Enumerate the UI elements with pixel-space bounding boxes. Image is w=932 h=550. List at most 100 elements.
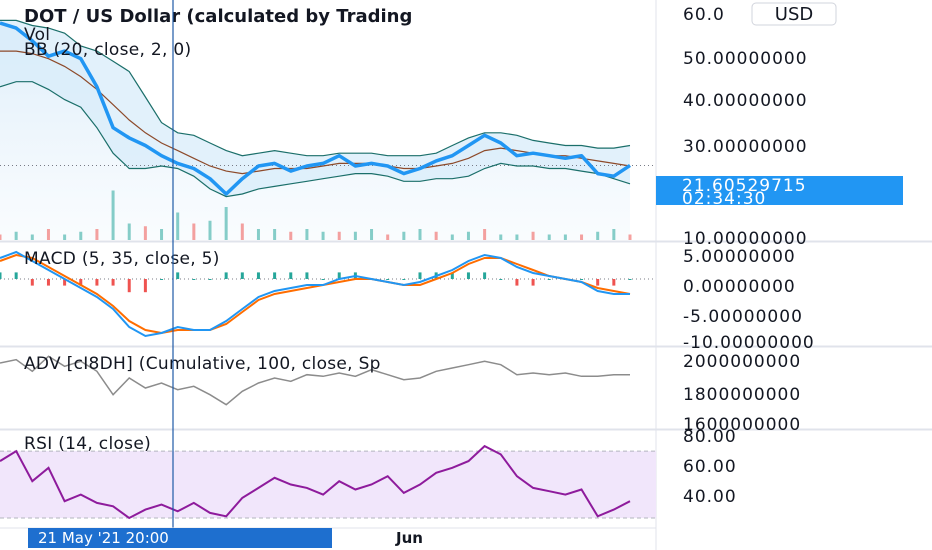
macd-histogram-bar — [256, 272, 260, 279]
volume-bar — [208, 220, 212, 240]
volume-bar — [434, 231, 438, 240]
macd-histogram-bar — [143, 279, 147, 293]
macd-histogram-bar — [499, 279, 503, 280]
volume-bar — [531, 231, 535, 240]
axis-tick-label: 50.00000000 — [683, 49, 808, 69]
rsi-legend: RSI (14, close) — [24, 434, 151, 454]
macd-line — [0, 250, 630, 338]
adv-pane[interactable]: ADV [cI8DH] (Cumulative, 100, close, Sp — [0, 354, 630, 406]
volume-bar — [305, 229, 309, 240]
macd-histogram-bar — [580, 279, 584, 280]
macd-histogram-bar — [192, 279, 196, 280]
volume-bar — [30, 234, 34, 240]
bb-legend: BB (20, close, 2, 0) — [24, 40, 191, 60]
volume-bar — [95, 229, 99, 240]
macd-histogram-bar — [30, 279, 34, 286]
axis-tick-label: 10.00000000 — [683, 229, 808, 249]
macd-histogram-bar — [79, 279, 83, 286]
volume-bar — [563, 234, 567, 240]
rsi-plot — [0, 444, 656, 520]
macd-histogram-bar — [612, 279, 616, 286]
crosshair-time-badge — [28, 528, 332, 548]
axis-tick-label: 5.00000000 — [683, 247, 796, 267]
volume-bar — [402, 231, 406, 240]
macd-histogram-bar — [63, 279, 67, 286]
axis-tick-label: 0.00000000 — [683, 277, 796, 297]
bb-basis-line — [0, 50, 631, 175]
volume-bar — [499, 234, 503, 240]
axis-tick-label: 40.00000000 — [683, 91, 808, 111]
macd-histogram-bar — [111, 279, 115, 286]
axis-tick-label: 30.00000000 — [683, 137, 808, 157]
macd-histogram-bar — [450, 272, 454, 279]
time-tick-jun: Jun — [395, 529, 423, 547]
volume-bar — [321, 231, 325, 240]
volume-bar — [192, 223, 196, 240]
macd-plot — [0, 250, 656, 338]
volume-bar — [224, 207, 228, 240]
macd-histogram-bar — [402, 279, 406, 280]
rsi-band-fill — [0, 451, 656, 518]
volume-bar — [483, 229, 487, 240]
macd-histogram-bar — [483, 272, 487, 279]
price-line — [0, 21, 631, 196]
rsi-pane[interactable]: RSI (14, close) — [0, 434, 656, 520]
macd-histogram-bar — [466, 272, 470, 279]
axis-tick-label: 1800000000 — [683, 385, 801, 405]
volume-bar — [46, 229, 50, 240]
macd-histogram-bar — [337, 272, 341, 279]
volume-bar — [63, 234, 67, 240]
macd-histogram-bar — [386, 279, 390, 280]
volume-bar — [580, 234, 584, 240]
volume-bar — [14, 231, 18, 240]
macd-histogram-bar — [273, 272, 277, 279]
macd-histogram-bar — [208, 279, 212, 280]
volume-bar — [143, 226, 147, 240]
macd-histogram-bar — [515, 279, 519, 286]
volume-bar — [450, 234, 454, 240]
macd-histogram-bar — [418, 272, 422, 279]
volume-bar — [256, 229, 260, 240]
currency-button[interactable]: USD — [751, 2, 837, 26]
macd-histogram-bar — [127, 279, 131, 293]
bb-lower-line — [0, 81, 631, 198]
axis-tick-label: 2000000000 — [683, 352, 801, 372]
macd-histogram-bar — [0, 272, 2, 279]
price-plot — [0, 19, 656, 240]
axis-tick-label: -5.00000000 — [683, 307, 803, 327]
macd-histogram-bar — [160, 279, 164, 280]
volume-bar — [466, 231, 470, 240]
volume-bar — [418, 229, 422, 240]
chart-title: DOT / US Dollar (calculated by Trading — [24, 6, 412, 27]
axis-tick-label: 60.00 — [683, 457, 737, 477]
volume-bar — [0, 234, 2, 240]
volume-bar — [515, 234, 519, 240]
macd-histogram-bar — [628, 279, 632, 280]
volume-bar — [612, 229, 616, 240]
volume-bar — [240, 223, 244, 240]
macd-histogram-bar — [240, 272, 244, 279]
volume-bar — [353, 231, 357, 240]
macd-histogram-bar — [596, 279, 600, 286]
volume-bar — [386, 234, 390, 240]
volume-bar — [337, 231, 341, 240]
macd-histogram-bar — [224, 272, 228, 279]
volume-bar — [160, 229, 164, 240]
axis-tick-label: 40.00 — [683, 487, 737, 507]
macd-histogram-bar — [289, 272, 293, 279]
macd-histogram-bar — [547, 279, 551, 280]
volume-bar — [370, 229, 374, 240]
crosshair-time-label: 21 May '21 20:00 — [38, 529, 169, 547]
price-area — [0, 23, 630, 240]
price-axis[interactable]: 60.0 50.00000000 40.00000000 30.00000000 10.… — [683, 5, 815, 507]
volume-bar — [127, 223, 131, 240]
macd-histogram-bar — [305, 272, 309, 279]
time-axis[interactable]: 21 May '21 20:00 Jun — [0, 527, 656, 548]
macd-histogram-bar — [176, 272, 180, 279]
price-pane[interactable]: DOT / US Dollar (calculated by Trading V… — [0, 6, 656, 240]
macd-pane[interactable]: MACD (5, 35, close, 5) — [0, 249, 656, 338]
volume-bar — [111, 190, 115, 240]
currency-button-label: USD — [775, 4, 813, 25]
last-price-value: 21.60529715 — [682, 176, 807, 196]
